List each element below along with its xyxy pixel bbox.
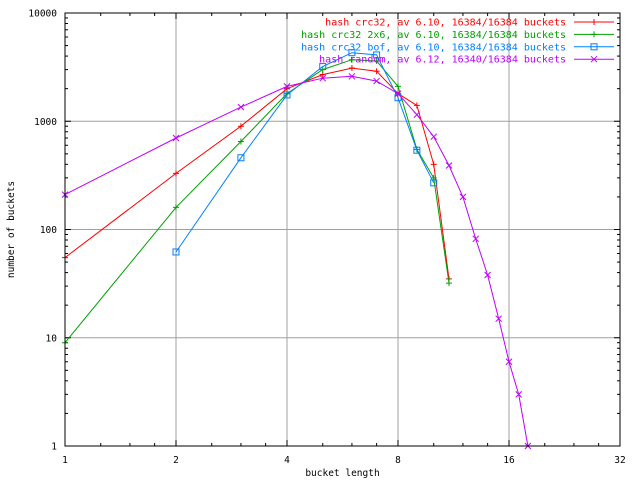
data-point xyxy=(373,68,380,75)
y-tick-label: 1 xyxy=(51,442,57,453)
data-point xyxy=(472,235,480,243)
data-point xyxy=(445,280,452,287)
data-point xyxy=(172,248,180,256)
data-point xyxy=(413,146,421,154)
data-point xyxy=(413,111,421,119)
data-point xyxy=(394,90,402,97)
data-point xyxy=(484,271,491,279)
grid xyxy=(64,12,621,447)
legend: hash crc32, av 6.10, 16384/16384 buckets… xyxy=(301,18,614,66)
data-point xyxy=(348,56,355,63)
data-point xyxy=(430,133,438,141)
series-line xyxy=(175,52,435,253)
y-tick-label: 10 xyxy=(46,333,58,344)
data-point xyxy=(430,161,437,168)
data-point xyxy=(237,138,244,145)
data-point xyxy=(445,162,453,169)
data-point xyxy=(413,102,420,109)
data-point xyxy=(373,51,381,59)
legend-marker xyxy=(590,43,598,51)
x-tick-label: 16 xyxy=(503,455,515,466)
legend-label: hash crc32 2x6, av 6.10, 16384/16384 buc… xyxy=(301,30,566,41)
data-point xyxy=(283,91,291,99)
data-point xyxy=(173,204,179,211)
data-point xyxy=(348,72,356,80)
data-point xyxy=(430,179,438,187)
y-tick-label: 100 xyxy=(40,225,57,236)
data-point xyxy=(515,390,523,398)
y-tick-label: 10000 xyxy=(28,9,57,20)
tick-labels: 1 2 4 8 16 32 1 10 100 1000 10000 xyxy=(28,9,625,467)
series-group xyxy=(61,49,532,450)
y-tick-label: 1000 xyxy=(34,117,57,128)
data-point xyxy=(505,358,513,366)
y-axis-label: number of buckets xyxy=(6,181,17,278)
data-point xyxy=(459,193,467,201)
series-line xyxy=(64,75,529,447)
data-point xyxy=(495,315,503,323)
data-point xyxy=(173,170,179,177)
series-line xyxy=(64,59,450,344)
series-4 xyxy=(61,72,532,450)
data-point xyxy=(237,154,245,162)
data-point xyxy=(283,83,291,90)
data-point xyxy=(319,74,327,82)
legend-label: hash random, av 6.12, 16340/16384 bucket… xyxy=(319,55,566,66)
data-point xyxy=(373,77,380,85)
legend-marker xyxy=(591,31,597,38)
series-1 xyxy=(62,65,452,282)
x-tick-label: 4 xyxy=(284,455,290,466)
legend-marker xyxy=(591,19,597,25)
data-point xyxy=(172,134,180,142)
data-point xyxy=(319,63,327,71)
data-point xyxy=(348,65,355,72)
data-point xyxy=(394,94,402,102)
x-tick-label: 2 xyxy=(173,455,179,466)
legend-label: hash crc32, av 6.10, 16384/16384 buckets xyxy=(325,18,566,29)
legend-marker xyxy=(590,55,598,63)
series-3 xyxy=(172,49,438,256)
x-tick-label: 1 xyxy=(62,455,68,466)
x-tick-label: 8 xyxy=(395,455,401,466)
data-point xyxy=(237,123,244,130)
data-point xyxy=(348,49,356,57)
data-point xyxy=(373,58,380,65)
data-point xyxy=(237,103,245,111)
x-axis-label: bucket length xyxy=(305,468,379,479)
legend-label: hash crc32 bof, av 6.10, 16384/16384 buc… xyxy=(301,42,566,53)
plot-frame xyxy=(64,12,621,447)
x-tick-label: 32 xyxy=(614,455,625,466)
data-point xyxy=(395,83,401,90)
